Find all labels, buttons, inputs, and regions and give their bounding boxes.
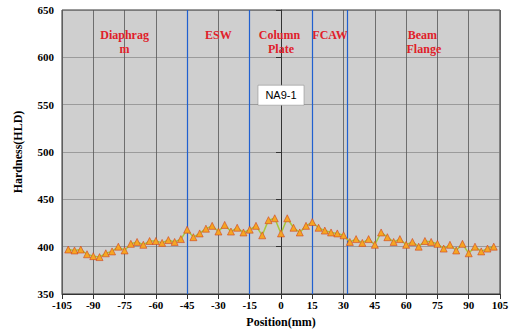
svg-text:Hardness(HLD): Hardness(HLD) (11, 111, 25, 194)
svg-text:0: 0 (278, 299, 284, 311)
svg-text:500: 500 (38, 146, 55, 158)
svg-text:650: 650 (38, 4, 55, 16)
svg-text:ESW: ESW (205, 28, 232, 42)
svg-text:45: 45 (369, 299, 381, 311)
svg-text:-30: -30 (211, 299, 226, 311)
svg-text:550: 550 (38, 99, 55, 111)
svg-text:m: m (120, 42, 130, 56)
svg-text:350: 350 (37, 288, 54, 300)
svg-text:90: 90 (463, 299, 475, 311)
svg-text:Column: Column (259, 28, 303, 42)
svg-text:NA9-1: NA9-1 (265, 89, 296, 101)
svg-text:450: 450 (38, 193, 55, 205)
svg-text:Flange: Flange (407, 42, 442, 56)
svg-text:Position(mm): Position(mm) (246, 315, 315, 329)
svg-text:Beam: Beam (408, 28, 440, 42)
svg-text:-105: -105 (52, 299, 73, 311)
svg-text:-15: -15 (242, 299, 257, 311)
svg-text:105: 105 (492, 299, 509, 311)
svg-text:400: 400 (38, 241, 55, 253)
svg-text:-75: -75 (117, 299, 132, 311)
svg-text:600: 600 (38, 51, 55, 63)
svg-text:-45: -45 (180, 299, 195, 311)
svg-text:FCAW: FCAW (312, 28, 347, 42)
svg-text:Diaphrag: Diaphrag (100, 28, 149, 42)
svg-text:15: 15 (307, 299, 319, 311)
svg-text:-90: -90 (86, 299, 101, 311)
svg-text:60: 60 (401, 299, 413, 311)
svg-text:Plate: Plate (268, 42, 295, 56)
svg-text:30: 30 (338, 299, 350, 311)
svg-text:75: 75 (432, 299, 444, 311)
svg-text:-60: -60 (149, 299, 164, 311)
